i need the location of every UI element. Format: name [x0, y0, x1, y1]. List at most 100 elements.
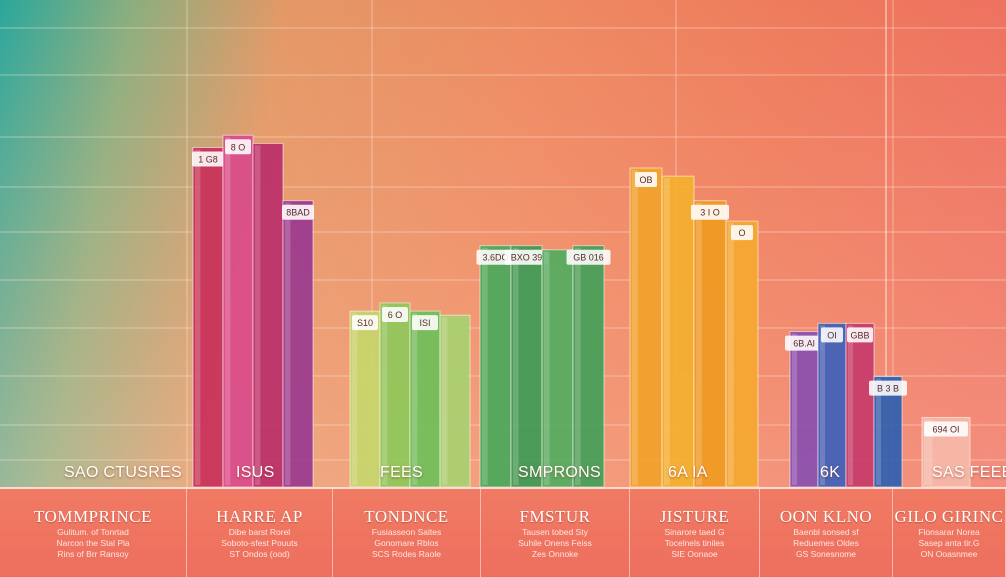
bar-value-tag — [566, 249, 611, 265]
info-panel-title: TOMMPRINCE — [33, 507, 153, 526]
bar-value-tag — [504, 249, 549, 265]
bar-value-label: 3.6DO — [482, 253, 508, 263]
bar-value-label: GB 016 — [573, 253, 604, 263]
bar — [725, 220, 759, 488]
bar-highlight — [820, 325, 826, 485]
bar-value-label: BXO 39 — [511, 253, 543, 263]
bar — [222, 134, 254, 488]
bar-value-label: B 3 B — [877, 384, 899, 394]
bar — [282, 200, 314, 488]
bar-value-label: 8 O — [231, 142, 246, 152]
bar — [845, 322, 875, 488]
bar-value-label: 694 OI — [932, 424, 959, 434]
bar-value-tag — [785, 335, 823, 351]
group-label: SAS FEEE — [932, 464, 1006, 481]
info-panel-line: Gonomare Rblos — [374, 538, 439, 548]
bar — [439, 314, 471, 488]
info-panel-title: TONDNCE — [364, 507, 449, 526]
info-panel: HARRE AP Dibe barst Rorel Soboto-sfest Pou… — [187, 489, 333, 577]
info-panel-line: Tocelnels tiniles — [664, 538, 725, 548]
info-panel-line: Fusiasseon Saltes — [371, 527, 442, 537]
bar-highlight — [482, 247, 488, 485]
group-label: FEES — [380, 464, 423, 481]
bar-value-tag — [731, 225, 753, 241]
bar — [510, 245, 543, 488]
bar-value-tag — [821, 327, 843, 343]
info-panel-line: ON Ooasnmee — [920, 549, 978, 559]
bar-value-tag — [847, 327, 873, 343]
bar-highlight — [632, 169, 638, 486]
info-panel-line: Rins of Brr Ransoy — [57, 549, 129, 559]
info-panel-line: Gulitum. of Tonrtad — [57, 527, 129, 537]
bar-highlight — [728, 223, 734, 485]
bar-highlight — [848, 325, 854, 485]
bar-value-tag — [924, 421, 968, 437]
bar-value-label: 6B.Al — [793, 339, 815, 349]
bar-value-label: S10 — [357, 318, 373, 328]
bar-value-tag — [412, 315, 438, 331]
bar-highlight — [195, 149, 201, 485]
bar-value-label: 1 G8 — [198, 155, 218, 165]
group-label: 6K — [820, 464, 841, 481]
info-panel-line: Tausen tobed Sty — [522, 527, 588, 537]
info-panel: TOMMPRINCE Gulitum. of Tonrtad Narcon the … — [0, 489, 187, 577]
bar-value-tag — [225, 139, 251, 155]
info-panel-title: JISTURE — [659, 507, 730, 526]
group-label: SAO CTUSRES — [64, 464, 182, 481]
bar-highlight — [255, 145, 261, 485]
bar-highlight — [792, 333, 798, 485]
info-panel-line: Soboto-sfest Pouuts — [221, 538, 298, 548]
info-panel: GILO GIRINC Flonsarar Norea Sasep anta tir… — [893, 489, 1006, 577]
bar-value-label: 8BAD — [286, 208, 310, 218]
bar-highlight — [412, 313, 418, 485]
info-panel-line: Sasep anta tir.G — [918, 538, 980, 548]
chart-bars: 1 G8 8 O 8BAD S10 6 O ISI 3.6DO BXO 39 GB 016 OB 3… — [192, 134, 971, 488]
bar-value-label: 6 O — [388, 310, 403, 320]
bar-value-label: OI — [827, 330, 837, 340]
bar-value-label: ISI — [419, 318, 430, 328]
info-panel-line: Reduemes Oldes — [793, 538, 859, 548]
bar — [789, 331, 819, 488]
bar — [693, 200, 727, 488]
info-panel: FMSTUR Tausen tobed Sty Suhile Onens Feiss… — [481, 489, 630, 577]
bar-highlight — [225, 137, 231, 485]
bar-value-tag — [282, 204, 314, 220]
bar-highlight — [513, 247, 519, 485]
info-panel-line: ST Ondos (ood) — [229, 549, 290, 559]
info-panel-line: Sinarore taed G — [664, 527, 725, 537]
info-panel-title: FMSTUR — [519, 507, 591, 526]
info-panel: JISTURE Sinarore taed G Tocelnels tiniles S… — [630, 489, 760, 577]
bar — [572, 245, 605, 488]
bar-value-label: O — [738, 228, 745, 238]
group-label: ISUS — [236, 464, 275, 481]
bar-value-tag — [352, 315, 378, 331]
bar-highlight — [285, 202, 291, 485]
bar-highlight — [352, 313, 358, 485]
info-panel-line: SIE Oonaoe — [671, 549, 718, 559]
info-panel-strip: TOMMPRINCE Gulitum. of Tonrtad Narcon the … — [0, 487, 1006, 577]
bar-value-tag — [192, 151, 224, 167]
bar-highlight — [924, 419, 933, 485]
bar-value-tag — [869, 380, 907, 396]
bar-highlight — [664, 178, 670, 485]
info-panel-line: GS Sonesnome — [795, 549, 856, 559]
bar-value-label: GBB — [850, 330, 869, 340]
group-label: SMPRONS — [518, 464, 601, 481]
bar-highlight — [696, 202, 702, 485]
bar-highlight — [382, 304, 388, 485]
bar-highlight — [876, 378, 882, 485]
bar-highlight — [575, 247, 581, 485]
info-panel-title: OON KLNO — [779, 507, 873, 526]
bar-value-tag — [382, 306, 408, 322]
info-panel: OON KLNO Baenbl sonsed sf Reduemes Oldes GS… — [760, 489, 893, 577]
bar-highlight — [544, 251, 550, 485]
group-label: 6A IA — [668, 464, 708, 481]
info-panel-title: HARRE AP — [216, 507, 303, 526]
info-panel-line: Baenbl sonsed sf — [793, 527, 859, 537]
bar — [479, 245, 512, 488]
info-panel-line: SCS Rodes Raole — [372, 549, 441, 559]
bar-value-tag — [635, 171, 657, 187]
bar-highlight — [442, 317, 448, 485]
info-panel-line: Zes Onnoke — [531, 549, 579, 559]
